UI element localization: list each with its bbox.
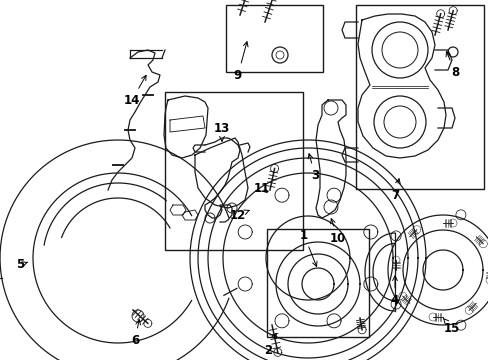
Text: 11: 11 [253, 181, 269, 194]
Text: 14: 14 [123, 75, 146, 107]
Bar [266, 229, 368, 337]
Text: 8: 8 [445, 51, 458, 78]
Text: 4: 4 [390, 276, 398, 306]
Text: 15: 15 [443, 319, 459, 334]
Text: 2: 2 [264, 333, 276, 356]
Text: 9: 9 [233, 42, 247, 81]
Text: 1: 1 [299, 229, 316, 266]
Text: 5: 5 [16, 258, 27, 271]
Text: 7: 7 [390, 179, 399, 202]
Text: 13: 13 [213, 122, 230, 141]
Bar [165, 92, 303, 250]
Bar [355, 5, 483, 189]
Text: 6: 6 [131, 320, 140, 346]
Text: 3: 3 [307, 154, 318, 181]
Text: 10: 10 [329, 219, 346, 244]
Text: 12: 12 [229, 208, 249, 221]
Bar [225, 5, 322, 72]
